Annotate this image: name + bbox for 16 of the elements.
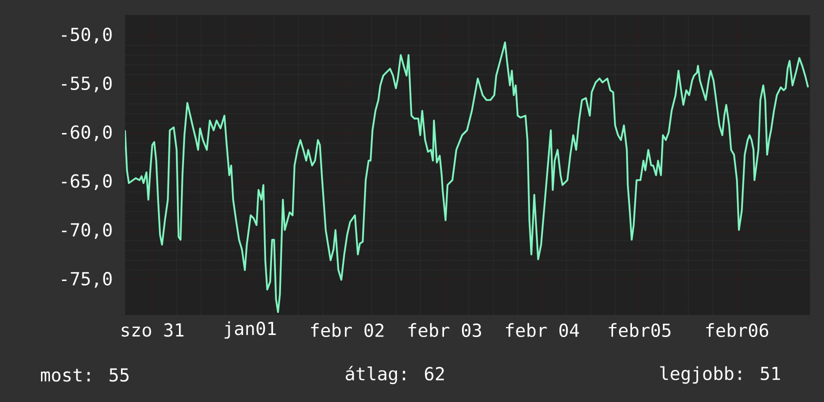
x-tick-label: febr 04 (506, 323, 579, 338)
text: átlag: 62 (346, 366, 444, 384)
y-tick-label: -55,0 (62, 76, 112, 92)
y-tick-label: -50,0 (62, 28, 112, 44)
x-tick-label: febr 02 (311, 323, 384, 338)
y-tick-label: -75,0 (62, 272, 112, 288)
x-tick-label: febr06 (706, 323, 768, 338)
y-tick-label: -70,0 (62, 223, 112, 239)
text: most: 55 (40, 368, 129, 382)
x-tick-label: febr05 (608, 323, 670, 338)
x-tick-label: szo 31 (122, 323, 184, 337)
text: legjobb: 51 (660, 366, 780, 384)
y-tick-label: -65,0 (62, 174, 112, 190)
x-tick-label: febr 03 (408, 323, 482, 338)
text: jan01 (224, 321, 276, 339)
y-tick-label: -60,0 (62, 125, 112, 142)
